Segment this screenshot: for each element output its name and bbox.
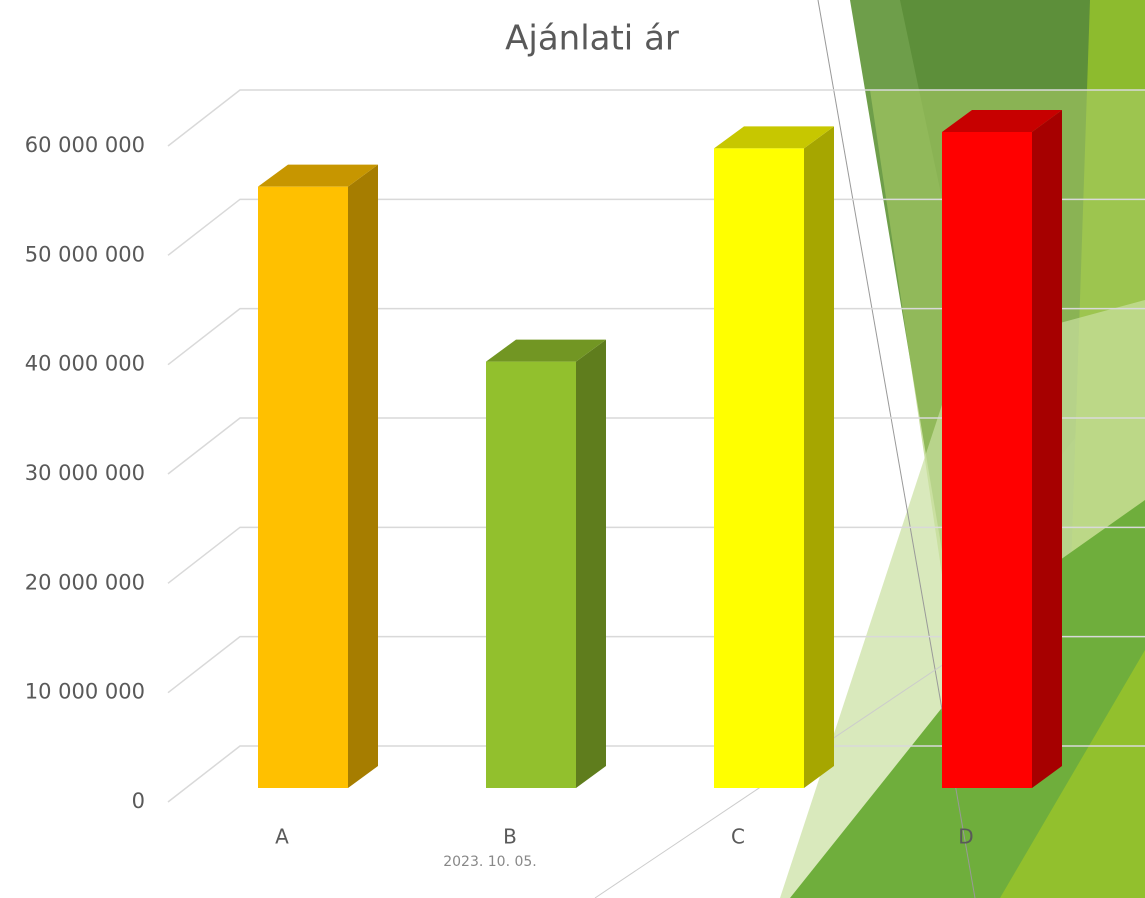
x-tick-label: B [503,825,517,849]
y-tick-label: 10 000 000 [25,680,145,704]
footer-date: 2023. 10. 05. [443,854,537,870]
x-tick-label: D [958,825,973,849]
bar-side [1032,110,1062,788]
y-tick-label: 50 000 000 [25,242,145,266]
y-tick-label: 0 [132,789,145,813]
bar [258,187,348,788]
bar [486,362,576,788]
y-tick-label: 60 000 000 [25,133,145,157]
bar-side [348,165,378,788]
background-decoration [595,0,1145,898]
bar [714,148,804,788]
slide: Ajánlati ár 2023. 10. 05. 0 10 000 000 20 … [0,0,1145,898]
bar [942,132,1032,788]
y-tick-label: 40 000 000 [25,352,145,376]
y-tick-label: 30 000 000 [25,461,145,485]
x-tick-label: A [275,825,289,849]
page: {"chart_data": {"type": "bar3d", "title"… [0,0,1145,898]
bar-side [804,126,834,788]
bar-side [576,340,606,788]
y-tick-label: 20 000 000 [25,570,145,594]
x-tick-label: C [731,825,745,849]
chart-title: Ajánlati ár [505,19,679,59]
